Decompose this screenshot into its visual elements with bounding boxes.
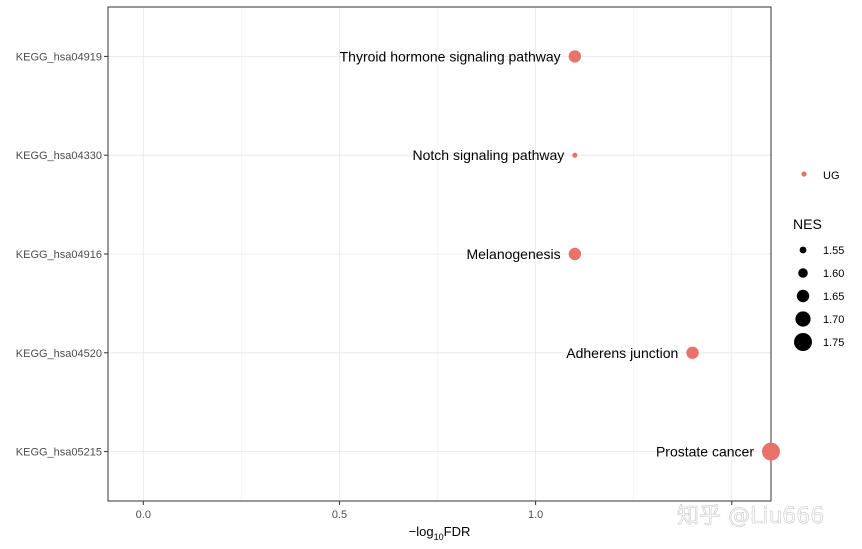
points-layer	[568, 50, 780, 461]
y-tick-label: KEGG_hsa04330	[16, 150, 102, 162]
point-label: Notch signaling pathway	[413, 147, 565, 163]
point-label: Thyroid hormone signaling pathway	[340, 48, 561, 64]
point-label: Prostate cancer	[656, 444, 754, 460]
legend-size-key	[794, 333, 812, 351]
data-point	[762, 442, 780, 461]
y-tick-label: KEGG_hsa04919	[16, 51, 102, 63]
data-point	[568, 247, 582, 261]
data-point	[568, 50, 582, 63]
y-tick-label: KEGG_hsa04916	[16, 249, 102, 261]
legend-size-key	[799, 246, 807, 254]
point-label: Adherens junction	[566, 345, 678, 361]
data-point	[572, 152, 578, 158]
point-labels-layer: Thyroid hormone signaling pathway Notch s…	[340, 48, 755, 459]
x-tick-label: 1.0	[528, 509, 543, 521]
legend-size-key	[796, 289, 810, 303]
x-tick-label: 0.5	[332, 509, 347, 521]
legend-color-label: UG	[823, 170, 840, 182]
point-label: Melanogenesis	[466, 246, 560, 262]
x-tick-label: 0.0	[136, 509, 151, 521]
y-axis: KEGG_hsa04919 KEGG_hsa04330 KEGG_hsa04916 K…	[16, 51, 108, 459]
y-tick-label: KEGG_hsa04520	[16, 348, 102, 360]
y-tick-label: KEGG_hsa05215	[16, 447, 102, 459]
legend-size-label: 1.55	[823, 245, 844, 257]
x-axis: 0.0 0.5 1.0	[136, 501, 733, 521]
legend-size-label: 1.65	[823, 291, 844, 303]
x-axis-title: −log10FDR	[409, 524, 471, 542]
legend-size-key	[795, 311, 811, 327]
legend: UG NES 1.55 1.60 1.65 1.70 1.75	[793, 170, 844, 351]
legend-size-title: NES	[793, 216, 822, 232]
watermark: 知乎 @Liu666	[677, 504, 824, 529]
legend-size-key	[798, 268, 808, 278]
data-point	[686, 346, 699, 359]
legend-size-label: 1.75	[823, 337, 844, 349]
legend-color-key	[801, 171, 807, 177]
legend-size-label: 1.60	[823, 268, 844, 280]
grid	[108, 7, 771, 501]
legend-size-label: 1.70	[823, 314, 844, 326]
